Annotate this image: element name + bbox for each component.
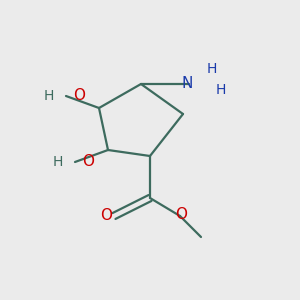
Text: H: H xyxy=(44,89,54,103)
Text: H: H xyxy=(52,155,63,169)
Text: O: O xyxy=(82,154,94,169)
Text: N: N xyxy=(182,76,193,92)
Text: H: H xyxy=(207,62,217,76)
Text: O: O xyxy=(100,208,112,224)
Text: O: O xyxy=(176,207,188,222)
Text: O: O xyxy=(74,88,86,104)
Text: H: H xyxy=(216,83,226,97)
